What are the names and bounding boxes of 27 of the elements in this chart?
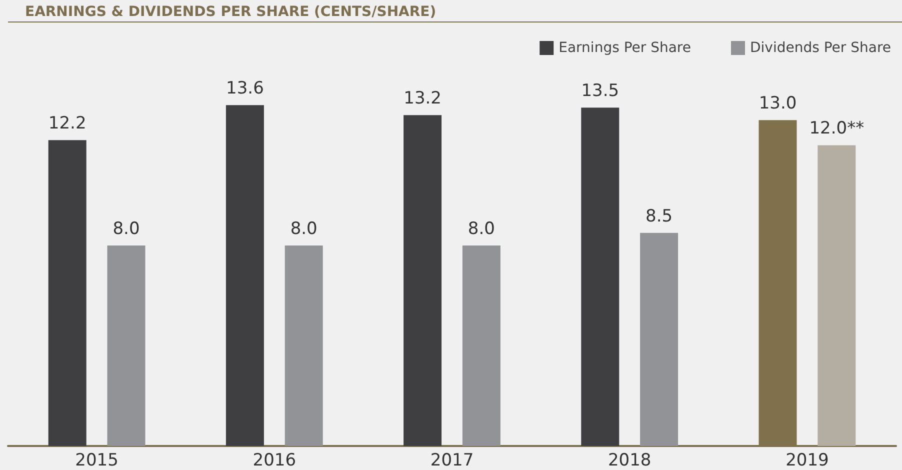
data-label: 13.5 [581, 81, 620, 102]
data-label: 13.0 [758, 94, 797, 114]
bar [640, 232, 678, 446]
data-label: 13.2 [404, 88, 442, 109]
data-label: 12.2 [48, 114, 86, 134]
bar [818, 145, 856, 446]
data-label: 13.6 [226, 78, 264, 99]
legend-label: Earnings Per Share [558, 40, 691, 56]
data-label: 8.0 [468, 218, 495, 239]
legend-label: Dividends Per Share [750, 40, 892, 56]
data-label: 8.5 [646, 206, 673, 226]
chart-title: EARNINGS & DIVIDENDS PER SHARE (CENTS/SHARE) [25, 4, 436, 20]
data-label: 12.0** [809, 118, 864, 139]
x-tick-label: 2018 [608, 450, 652, 470]
data-label: 8.0 [290, 218, 318, 239]
x-tick-label: 2019 [786, 450, 829, 470]
bar [581, 108, 620, 446]
bar [107, 245, 146, 446]
bar [404, 115, 442, 446]
x-tick-label: 2015 [75, 450, 118, 470]
bar [284, 245, 323, 446]
bar [226, 105, 264, 446]
bar [48, 140, 86, 446]
x-tick-label: 2017 [430, 450, 474, 470]
x-tick-label: 2016 [252, 450, 296, 470]
data-label: 8.0 [112, 218, 140, 239]
bar [462, 245, 500, 446]
